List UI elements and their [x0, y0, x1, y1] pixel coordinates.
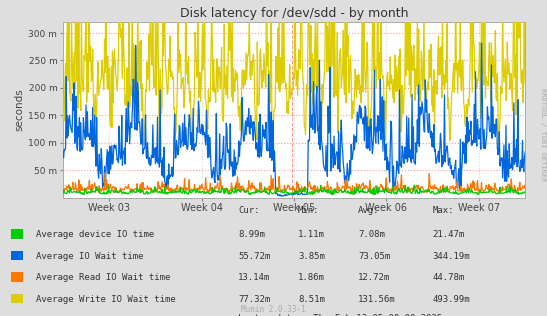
- Text: 1.86m: 1.86m: [298, 273, 325, 282]
- Text: Average device IO time: Average device IO time: [36, 230, 154, 239]
- Text: 44.78m: 44.78m: [432, 273, 464, 282]
- Text: 1.11m: 1.11m: [298, 230, 325, 239]
- Text: Average IO Wait time: Average IO Wait time: [36, 252, 143, 261]
- Text: Min:: Min:: [298, 206, 319, 215]
- Text: 131.56m: 131.56m: [358, 295, 396, 304]
- Text: 55.72m: 55.72m: [238, 252, 270, 261]
- Text: 12.72m: 12.72m: [358, 273, 391, 282]
- Text: Average Read IO Wait time: Average Read IO Wait time: [36, 273, 170, 282]
- Text: 3.85m: 3.85m: [298, 252, 325, 261]
- Text: 13.14m: 13.14m: [238, 273, 270, 282]
- Title: Disk latency for /dev/sdd - by month: Disk latency for /dev/sdd - by month: [180, 7, 408, 20]
- Text: RRDTOOL / TOBI OETIKER: RRDTOOL / TOBI OETIKER: [540, 88, 546, 182]
- Text: 77.32m: 77.32m: [238, 295, 270, 304]
- Text: 8.51m: 8.51m: [298, 295, 325, 304]
- Text: Munin 2.0.33-1: Munin 2.0.33-1: [241, 305, 306, 314]
- Text: Last update:  Thu Feb 13 05:00:00 2025: Last update: Thu Feb 13 05:00:00 2025: [238, 314, 442, 316]
- Text: Max:: Max:: [432, 206, 453, 215]
- Text: Average Write IO Wait time: Average Write IO Wait time: [36, 295, 175, 304]
- Text: Avg:: Avg:: [358, 206, 380, 215]
- Text: 493.99m: 493.99m: [432, 295, 470, 304]
- Text: 344.19m: 344.19m: [432, 252, 470, 261]
- Text: Cur:: Cur:: [238, 206, 259, 215]
- Text: 73.05m: 73.05m: [358, 252, 391, 261]
- Text: 8.99m: 8.99m: [238, 230, 265, 239]
- Y-axis label: seconds: seconds: [14, 88, 24, 131]
- Text: 7.08m: 7.08m: [358, 230, 385, 239]
- Text: 21.47m: 21.47m: [432, 230, 464, 239]
